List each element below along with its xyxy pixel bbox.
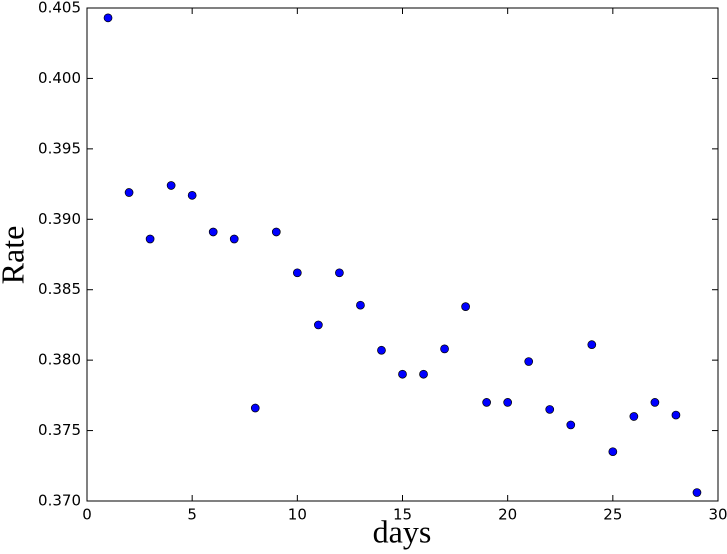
point xyxy=(545,405,555,414)
point xyxy=(250,403,260,413)
y-tick-label: 0.400 xyxy=(38,69,81,87)
point xyxy=(671,410,681,420)
point xyxy=(419,369,428,379)
point xyxy=(377,345,386,355)
point xyxy=(166,181,176,190)
point xyxy=(398,369,407,379)
point xyxy=(650,398,660,407)
point xyxy=(440,344,449,354)
point xyxy=(587,340,597,349)
x-tick-label: 15 xyxy=(393,506,412,524)
point xyxy=(566,420,576,430)
point xyxy=(335,268,344,278)
x-axis-label: days xyxy=(373,513,432,549)
point xyxy=(524,357,534,366)
point xyxy=(103,13,113,23)
y-tick-label: 0.380 xyxy=(38,351,81,369)
x-tick-label: 25 xyxy=(603,506,622,524)
point xyxy=(124,188,134,197)
point xyxy=(608,447,618,457)
plot-frame xyxy=(86,7,719,502)
point xyxy=(356,300,365,310)
point xyxy=(692,488,702,497)
point xyxy=(629,412,639,421)
point xyxy=(229,234,239,244)
x-tick-label: 0 xyxy=(82,506,92,524)
point xyxy=(314,320,323,330)
y-tick-label: 0.370 xyxy=(38,492,81,510)
y-tick-label: 0.395 xyxy=(38,139,81,157)
point xyxy=(187,190,197,200)
x-tick-label: 30 xyxy=(708,506,727,524)
y-axis-label: Rate xyxy=(0,226,30,285)
y-tick-label: 0.375 xyxy=(38,421,81,439)
point xyxy=(271,227,281,237)
y-tick-label: 0.390 xyxy=(38,210,81,228)
point xyxy=(482,398,491,407)
point xyxy=(461,302,470,311)
x-tick-label: 10 xyxy=(288,506,307,524)
point xyxy=(145,234,155,244)
y-tick-label: 0.385 xyxy=(38,280,81,298)
x-tick-label: 20 xyxy=(498,506,517,524)
point xyxy=(292,268,302,278)
y-tick-label: 0.405 xyxy=(38,0,81,17)
point xyxy=(208,227,218,237)
x-tick-label: 5 xyxy=(187,506,197,524)
point xyxy=(503,398,513,407)
